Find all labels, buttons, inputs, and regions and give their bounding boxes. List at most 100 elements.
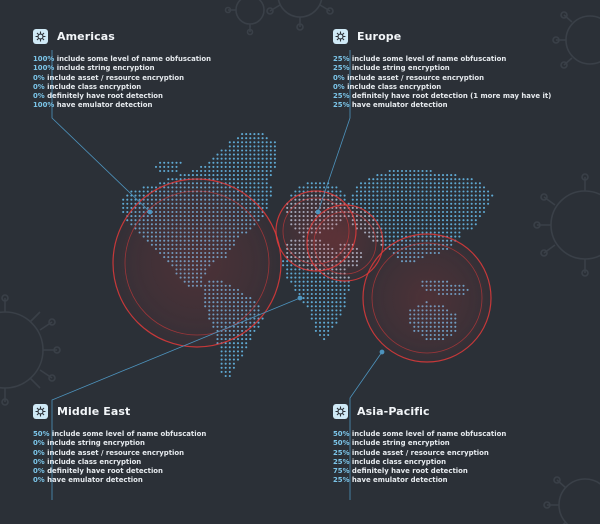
map-dot (335, 284, 338, 287)
map-dot (306, 284, 309, 287)
map-dot (421, 169, 424, 173)
map-dot (474, 202, 477, 205)
map-dot (384, 235, 387, 238)
map-dot (265, 174, 268, 177)
map-dot (446, 178, 449, 181)
map-dot (294, 272, 297, 275)
map-dot (331, 317, 334, 320)
map-dot (421, 223, 424, 226)
map-dot (343, 194, 346, 197)
map-dot (306, 288, 309, 291)
map-dot (224, 149, 227, 152)
map-dot (405, 198, 408, 201)
map-dot (245, 186, 248, 189)
map-dot (388, 231, 391, 234)
map-dot (429, 174, 432, 177)
stat-text: definitely have root detection (1 more m… (351, 92, 552, 101)
map-dot (228, 358, 231, 361)
map-dot (405, 215, 408, 218)
map-dot (355, 186, 358, 189)
map-dot (458, 231, 461, 234)
map-dot (232, 358, 235, 361)
map-dot (257, 182, 260, 185)
stat-line: 25% include class encryption (333, 458, 583, 467)
map-dot (171, 161, 174, 164)
map-dot (466, 178, 469, 181)
map-dot (253, 186, 256, 189)
map-dot (298, 284, 301, 287)
map-dot (372, 202, 375, 205)
map-dot (323, 317, 326, 320)
map-dot (241, 149, 244, 152)
map-dot (441, 178, 445, 181)
map-dot (421, 215, 424, 218)
map-dot (294, 288, 297, 291)
map-dot (220, 165, 223, 168)
map-dot (241, 186, 244, 189)
stat-percent: 0% (33, 439, 45, 448)
map-dot (396, 169, 399, 173)
map-dot (302, 297, 305, 300)
map-dot (392, 223, 395, 226)
map-dot (224, 157, 227, 160)
map-dot (257, 145, 260, 148)
map-dot (265, 153, 268, 156)
map-dot (249, 178, 252, 181)
map-dot (146, 190, 149, 193)
map-dot (343, 198, 346, 201)
map-dot (446, 223, 449, 226)
map-dot (392, 178, 395, 181)
map-dot (413, 206, 416, 209)
map-dot (446, 182, 449, 185)
map-dot (384, 186, 387, 189)
map-dot (261, 157, 264, 160)
map-dot (253, 133, 256, 136)
map-dot (429, 169, 432, 173)
map-dot (372, 194, 375, 197)
map-dot (417, 219, 420, 222)
map-dot (458, 235, 461, 238)
map-dot (376, 174, 379, 177)
map-dot (417, 174, 420, 177)
map-dot (409, 206, 412, 209)
map-dot (376, 210, 379, 214)
map-dot (134, 194, 137, 197)
map-dot (323, 338, 326, 341)
map-dot (421, 227, 424, 230)
map-dot (343, 288, 346, 291)
map-dot (318, 309, 322, 312)
map-dot (224, 346, 227, 349)
stat-percent: 25% (333, 457, 350, 466)
region-title: Asia-Pacific (357, 404, 430, 418)
map-dot (228, 153, 231, 156)
map-dot (392, 219, 395, 222)
map-dot (462, 223, 465, 226)
map-dot (384, 178, 387, 181)
map-dot (257, 325, 260, 328)
map-dot (331, 288, 334, 291)
map-dot (392, 190, 395, 193)
map-dot (245, 190, 248, 193)
map-dot (171, 165, 174, 168)
map-dot (384, 194, 387, 197)
map-dot (265, 165, 268, 168)
map-dot (310, 297, 313, 300)
map-dot (368, 198, 371, 201)
map-dot (380, 194, 383, 197)
map-dot (470, 227, 473, 230)
map-dot (310, 301, 313, 304)
map-dot (384, 206, 387, 209)
map-dot (491, 194, 494, 197)
map-dot (380, 206, 383, 209)
map-dot (392, 169, 395, 173)
map-dot (425, 169, 428, 173)
map-dot (175, 165, 178, 168)
map-dot (265, 186, 268, 189)
map-dot (220, 346, 223, 349)
map-dot (154, 165, 158, 168)
map-dot (429, 206, 432, 209)
map-dot (212, 157, 215, 160)
region-title: Americas (57, 29, 115, 43)
map-dot (257, 321, 260, 324)
map-dot (269, 169, 272, 173)
